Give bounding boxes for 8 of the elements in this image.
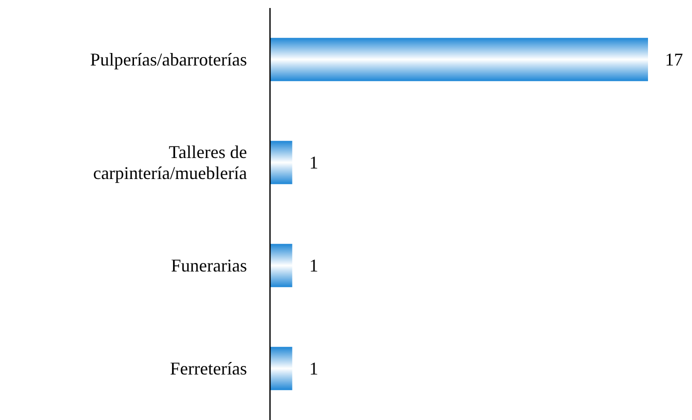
y-tick-label: Funerarias <box>171 256 247 276</box>
y-tick-label: Pulperías/abarroterías <box>90 50 247 70</box>
data-label: 1 <box>309 358 318 378</box>
data-label: 1 <box>309 256 318 276</box>
y-tick-label: Ferreterías <box>170 358 247 378</box>
data-label: 1 <box>309 152 318 172</box>
data-label: 17 <box>665 50 683 70</box>
y-tick-label: Talleres de carpintería/mueblería <box>93 142 248 183</box>
